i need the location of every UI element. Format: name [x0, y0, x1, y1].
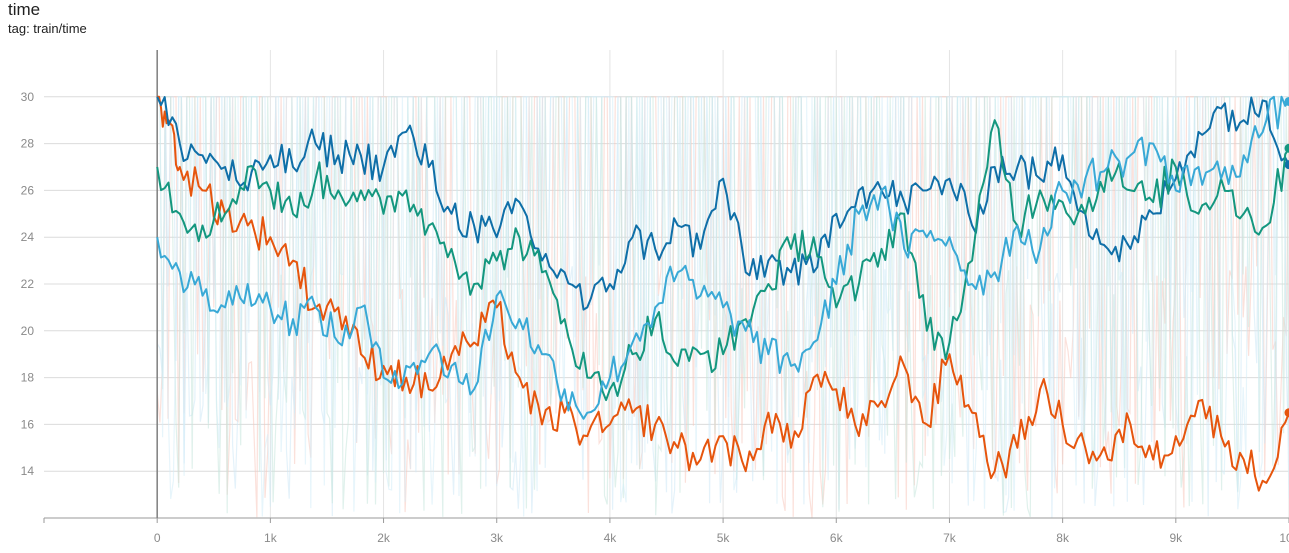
chart-title: time: [8, 0, 41, 19]
y-tick-label: 18: [21, 371, 35, 385]
x-tick-label: 4k: [604, 531, 618, 545]
chart-subtitle: tag: train/time: [8, 21, 87, 36]
series-end-point-2: [1284, 160, 1289, 170]
y-tick-label: 28: [21, 137, 35, 151]
series-line-1: [157, 95, 1289, 492]
tick-labels: 14 16 18 20 22 24 26 28 30 0 1k 2k 3k 4k 5k 6k 7k 8k 9k 10k: [21, 90, 1289, 545]
y-tick-label: 16: [21, 417, 35, 431]
y-tick-label: 22: [21, 277, 35, 291]
x-tick-label: 2k: [377, 531, 391, 545]
y-tick-label: 20: [21, 324, 35, 338]
x-tick-label: 10k: [1279, 531, 1289, 545]
smoothed-series: [156, 95, 1289, 492]
raw-trace-4: [157, 96, 1289, 517]
series-end-point-3: [1284, 143, 1289, 153]
series-end-point-4: [1284, 96, 1289, 106]
y-tick-label: 14: [21, 464, 35, 478]
y-tick-label: 24: [21, 230, 35, 244]
axes: [43, 50, 1289, 523]
x-tick-label: 7k: [943, 531, 957, 545]
x-tick-label: 3k: [490, 531, 504, 545]
x-tick-label: 0: [154, 531, 161, 545]
series-end-point-1: [1284, 408, 1289, 418]
x-tick-label: 9k: [1169, 531, 1183, 545]
x-tick-label: 8k: [1056, 531, 1070, 545]
x-tick-label: 6k: [830, 531, 844, 545]
x-tick-label: 1k: [264, 531, 278, 545]
y-tick-label: 26: [21, 183, 35, 197]
series-line-4: [156, 95, 1289, 420]
series-line-2: [156, 96, 1289, 311]
series-line-3: [156, 119, 1289, 402]
x-tick-label: 5k: [717, 531, 731, 545]
y-tick-label: 30: [21, 90, 35, 104]
